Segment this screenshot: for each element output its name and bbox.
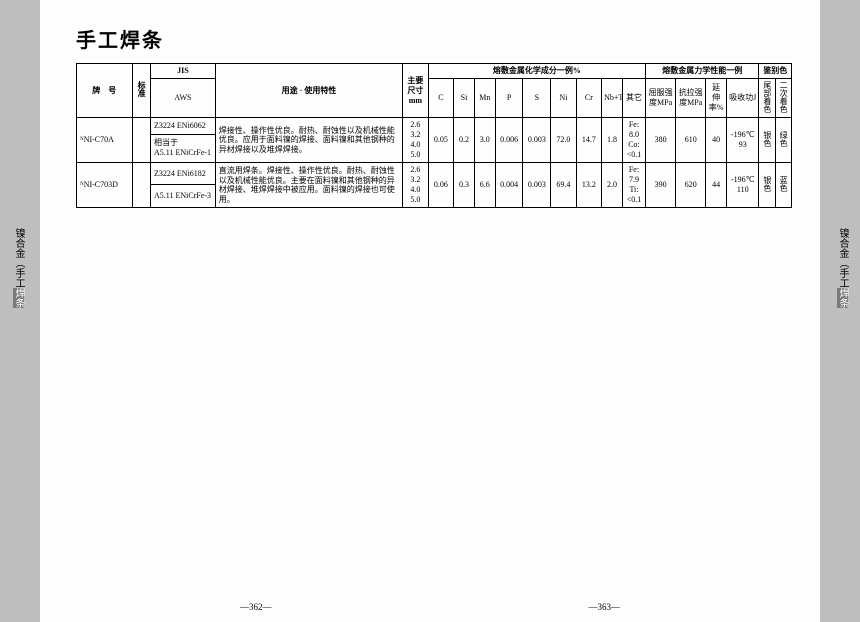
th-ni: Ni — [551, 78, 576, 118]
cell-imp: -196℃93 — [727, 118, 759, 163]
th-p: P — [495, 78, 523, 118]
th-std: 标准 — [132, 64, 151, 118]
cell-aws: 相当于A5.11 ENiCrFe-1 — [151, 134, 216, 162]
cell-ys: 380 — [646, 118, 676, 163]
cell-mn: 6.6 — [474, 163, 495, 208]
cell-s: 0.003 — [523, 118, 551, 163]
cell-other: Fe:7.9Ti:<0.1 — [622, 163, 645, 208]
th-aws: AWS — [151, 78, 216, 118]
page-title: 手工焊条 — [76, 24, 792, 53]
cell-grade: ᴺNI-C703D — [77, 163, 133, 208]
cell-el: 40 — [706, 118, 727, 163]
cell-cr: 13.2 — [576, 163, 601, 208]
page-number-right: —363— — [589, 602, 621, 612]
th-el: 延伸率% — [706, 78, 727, 118]
cell-c: 0.06 — [428, 163, 453, 208]
th-si: Si — [454, 78, 475, 118]
th-mech: 熔敷金属力学性能一例 — [646, 64, 759, 79]
cell-jis: Z3224 ENi6062 — [151, 118, 216, 135]
th-ys: 屈服强度MPa — [646, 78, 676, 118]
cell-size: 2.63.24.05.0 — [403, 163, 428, 208]
th-mn: Mn — [474, 78, 495, 118]
th-cr: Cr — [576, 78, 601, 118]
cell-size: 2.63.24.05.0 — [403, 118, 428, 163]
cell-ts: 610 — [676, 118, 706, 163]
cell-nb: 2.0 — [602, 163, 623, 208]
th-color: 鉴别色 — [759, 64, 792, 79]
th-grade: 牌 号 — [77, 64, 133, 118]
cell-p: 0.006 — [495, 118, 523, 163]
cell-ys: 390 — [646, 163, 676, 208]
th-ts: 抗拉强度MPa — [676, 78, 706, 118]
cell-col1: 银色 — [759, 163, 775, 208]
th-use: 用途 · 使用特性 — [215, 64, 402, 118]
table-row: ᴺNI-C703DZ3224 ENi6182直流用焊条。焊接性、操作性优良。耐热… — [77, 163, 792, 185]
page-number-left: —362— — [240, 602, 272, 612]
cell-jis: Z3224 ENi6182 — [151, 163, 216, 185]
cell-c: 0.05 — [428, 118, 453, 163]
welding-table: 牌 号 标准 JIS 用途 · 使用特性 主要尺寸mm 熔敷金属化学成分一例% … — [76, 63, 792, 208]
th-other: 其它 — [622, 78, 645, 118]
cell-aws: A5.11 ENiCrFe-3 — [151, 185, 216, 208]
cell-ni: 69.4 — [551, 163, 576, 208]
th-size: 主要尺寸mm — [403, 64, 428, 118]
cell-std — [132, 118, 151, 163]
cell-grade: ᴺNI-C70A — [77, 118, 133, 163]
cell-el: 44 — [706, 163, 727, 208]
th-jis: JIS — [151, 64, 216, 79]
cell-use: 焊接性、操作性优良。耐热、耐蚀性以及机械性能优良。应用于面料镍的焊接、面料镍和其… — [215, 118, 402, 163]
cell-ni: 72.0 — [551, 118, 576, 163]
cell-other: Fe:8.0Co:<0.1 — [622, 118, 645, 163]
cell-si: 0.3 — [454, 163, 475, 208]
left-side-tab: 镍合金（手工焊条 — [13, 228, 23, 308]
cell-p: 0.004 — [495, 163, 523, 208]
th-c: C — [428, 78, 453, 118]
cell-s: 0.003 — [523, 163, 551, 208]
cell-col1: 银色 — [759, 118, 775, 163]
th-chem: 熔敷金属化学成分一例% — [428, 64, 645, 79]
cell-col2: 绿色 — [775, 118, 791, 163]
right-side-tab: 镍合金（手工焊条 — [837, 228, 847, 308]
th-s: S — [523, 78, 551, 118]
cell-nb: 1.8 — [602, 118, 623, 163]
th-col1: 尾部着色 — [759, 78, 775, 118]
th-col2: 二次着色 — [775, 78, 791, 118]
cell-use: 直流用焊条。焊接性、操作性优良。耐热、耐蚀性以及机械性能优良。主要在面料镍和其他… — [215, 163, 402, 208]
cell-si: 0.2 — [454, 118, 475, 163]
table-row: ᴺNI-C70AZ3224 ENi6062焊接性、操作性优良。耐热、耐蚀性以及机… — [77, 118, 792, 135]
th-imp: 吸收功J — [727, 78, 759, 118]
cell-ts: 620 — [676, 163, 706, 208]
cell-imp: -196℃110 — [727, 163, 759, 208]
cell-col2: 蓝色 — [775, 163, 791, 208]
cell-std — [132, 163, 151, 208]
cell-cr: 14.7 — [576, 118, 601, 163]
page: 手工焊条 牌 号 标准 JIS 用途 · 使用特性 主要尺寸mm 熔敷金属化学成… — [40, 0, 820, 622]
cell-mn: 3.0 — [474, 118, 495, 163]
th-nb: Nb+Ta — [602, 78, 623, 118]
